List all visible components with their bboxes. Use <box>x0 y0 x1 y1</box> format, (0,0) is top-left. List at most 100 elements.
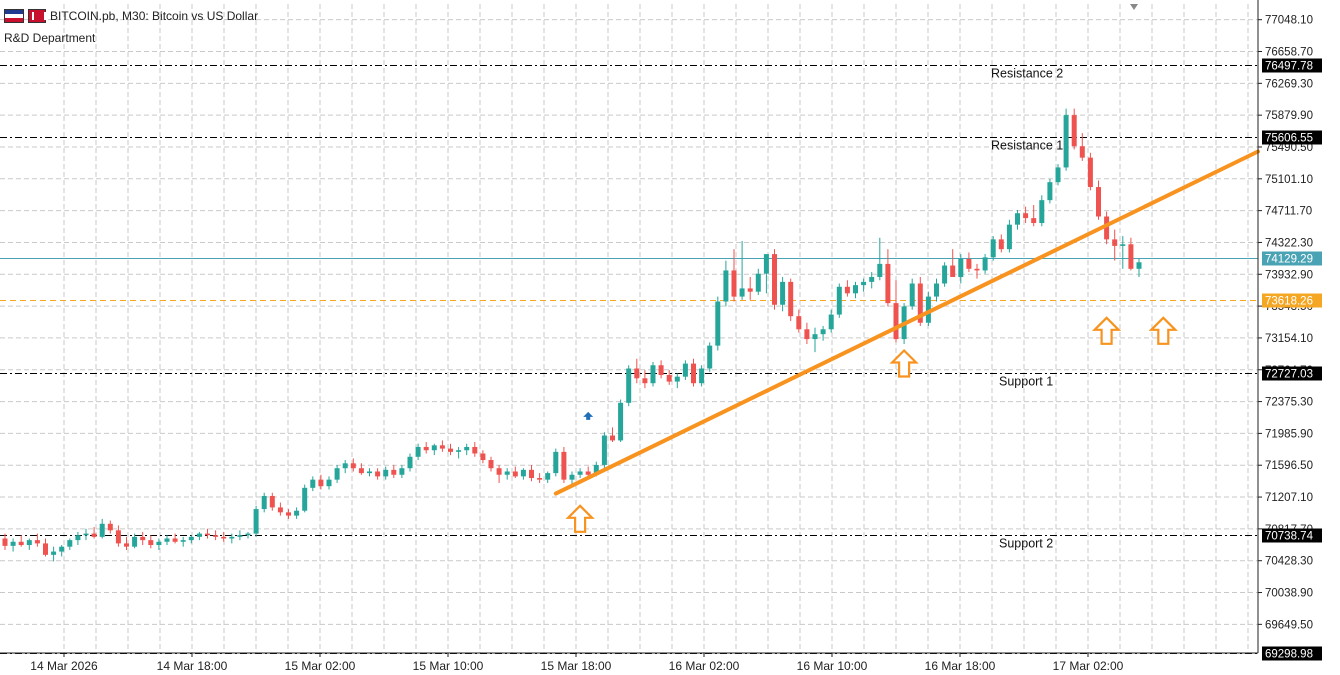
price-tag-label: 75606.55 <box>1265 133 1313 145</box>
candle-body <box>699 368 705 384</box>
candle-body <box>294 510 300 516</box>
y-tick-label: 70428.30 <box>1265 556 1313 568</box>
candle-body <box>691 363 696 384</box>
candle-body <box>1055 167 1061 183</box>
up-arrow-icon <box>565 504 595 533</box>
candle-body <box>253 509 259 534</box>
candle-body <box>877 263 883 277</box>
candle-body <box>245 533 251 536</box>
candle-body <box>140 536 146 541</box>
candle-body <box>1120 244 1126 246</box>
candle-body <box>205 533 210 536</box>
x-tick-label: 16 Mar 10:00 <box>797 659 868 673</box>
price-tag <box>1262 646 1322 661</box>
candle-body <box>67 540 73 547</box>
chart-header: BITCOIN.pb, M30: Bitcoin vs US Dollar <box>4 9 258 23</box>
candle-body <box>788 281 794 317</box>
y-tick-label: 74322.30 <box>1265 237 1313 249</box>
candle-body <box>1136 262 1142 269</box>
x-tick-label: 14 Mar 2026 <box>30 659 98 673</box>
candle-body <box>1104 216 1110 240</box>
candle-body <box>415 446 421 457</box>
candle-body <box>869 276 875 282</box>
scroll-marker-icon <box>1130 4 1138 10</box>
candle-body <box>885 263 891 304</box>
candle-body <box>763 254 769 274</box>
y-tick-label: 75490.50 <box>1265 142 1313 154</box>
candle-body <box>934 283 939 297</box>
candle-body <box>18 541 24 546</box>
price-tag-label: 72727.03 <box>1265 369 1313 381</box>
level-label: Support 1 <box>999 375 1053 389</box>
candle-body <box>464 446 470 451</box>
candle-body <box>909 283 915 307</box>
price-tag <box>1262 58 1322 73</box>
candle-body <box>893 303 899 340</box>
candle-body <box>124 543 129 547</box>
x-tick-label: 15 Mar 18:00 <box>541 659 612 673</box>
candle-body <box>747 288 753 292</box>
y-tick-label: 73154.10 <box>1265 333 1313 345</box>
candle-body <box>1047 182 1053 201</box>
candle-body <box>836 286 842 315</box>
price-tag <box>1262 130 1322 145</box>
candle-body <box>731 270 737 297</box>
price-levels: Resistance 2 Resistance 1 Support 1 Support… <box>0 65 1258 654</box>
candle-body <box>1006 224 1012 250</box>
candle-body <box>83 533 89 536</box>
candle-body <box>828 314 834 330</box>
x-tick-label: 17 Mar 02:00 <box>1053 659 1124 673</box>
price-tag-label: 70738.74 <box>1265 531 1314 543</box>
y-tick-label: 71596.50 <box>1265 460 1313 472</box>
candle-body <box>148 540 154 546</box>
candle-body <box>261 495 267 510</box>
candle-body <box>350 463 356 469</box>
department-label: R&D Department <box>4 31 96 45</box>
candle-body <box>196 533 202 537</box>
price-tag-label: 76497.78 <box>1265 61 1313 73</box>
candle-body <box>26 540 32 546</box>
candle-body <box>520 469 526 477</box>
candle-body <box>91 533 97 537</box>
candle-body <box>618 402 624 441</box>
candle-body <box>107 523 113 531</box>
candle-body <box>383 469 389 477</box>
y-tick-label: 73932.90 <box>1265 269 1313 281</box>
candle-body <box>448 448 453 452</box>
candle-body <box>1023 213 1029 219</box>
level-label: Resistance 1 <box>991 139 1063 153</box>
price-tag-label: 69298.98 <box>1265 649 1313 661</box>
grid-lines <box>0 4 1258 653</box>
y-tick-label: 76269.30 <box>1265 78 1313 90</box>
candle-body <box>75 535 81 541</box>
candle-body <box>585 471 591 475</box>
up-arrow-icon <box>1148 316 1178 345</box>
candle-body <box>156 541 162 546</box>
candle-body <box>804 329 810 340</box>
price-tag-label: 74129.29 <box>1265 254 1313 266</box>
candle-body <box>358 468 364 474</box>
y-tick-label: 75101.10 <box>1265 174 1313 186</box>
candle-body <box>334 468 340 480</box>
candle-body <box>601 435 607 465</box>
candle-body <box>950 265 956 277</box>
candle-body <box>391 469 397 475</box>
candle-body <box>99 523 105 537</box>
candle-body <box>34 540 40 544</box>
candle-body <box>1071 115 1077 147</box>
candle-body <box>10 541 16 546</box>
candle-body <box>682 363 688 377</box>
buy-signal-icon <box>583 411 594 420</box>
candle-body <box>1112 239 1118 246</box>
candle-body <box>286 512 291 516</box>
candle-body <box>423 446 429 451</box>
candle-body <box>496 468 502 475</box>
price-tag-label: 73618.26 <box>1265 296 1313 308</box>
candle-body <box>723 270 729 302</box>
candle-body <box>318 479 324 487</box>
candle-body <box>561 451 567 480</box>
y-tick-label: 76658.70 <box>1265 47 1313 59</box>
x-tick-label: 16 Mar 02:00 <box>669 659 740 673</box>
candle-body <box>51 551 57 555</box>
